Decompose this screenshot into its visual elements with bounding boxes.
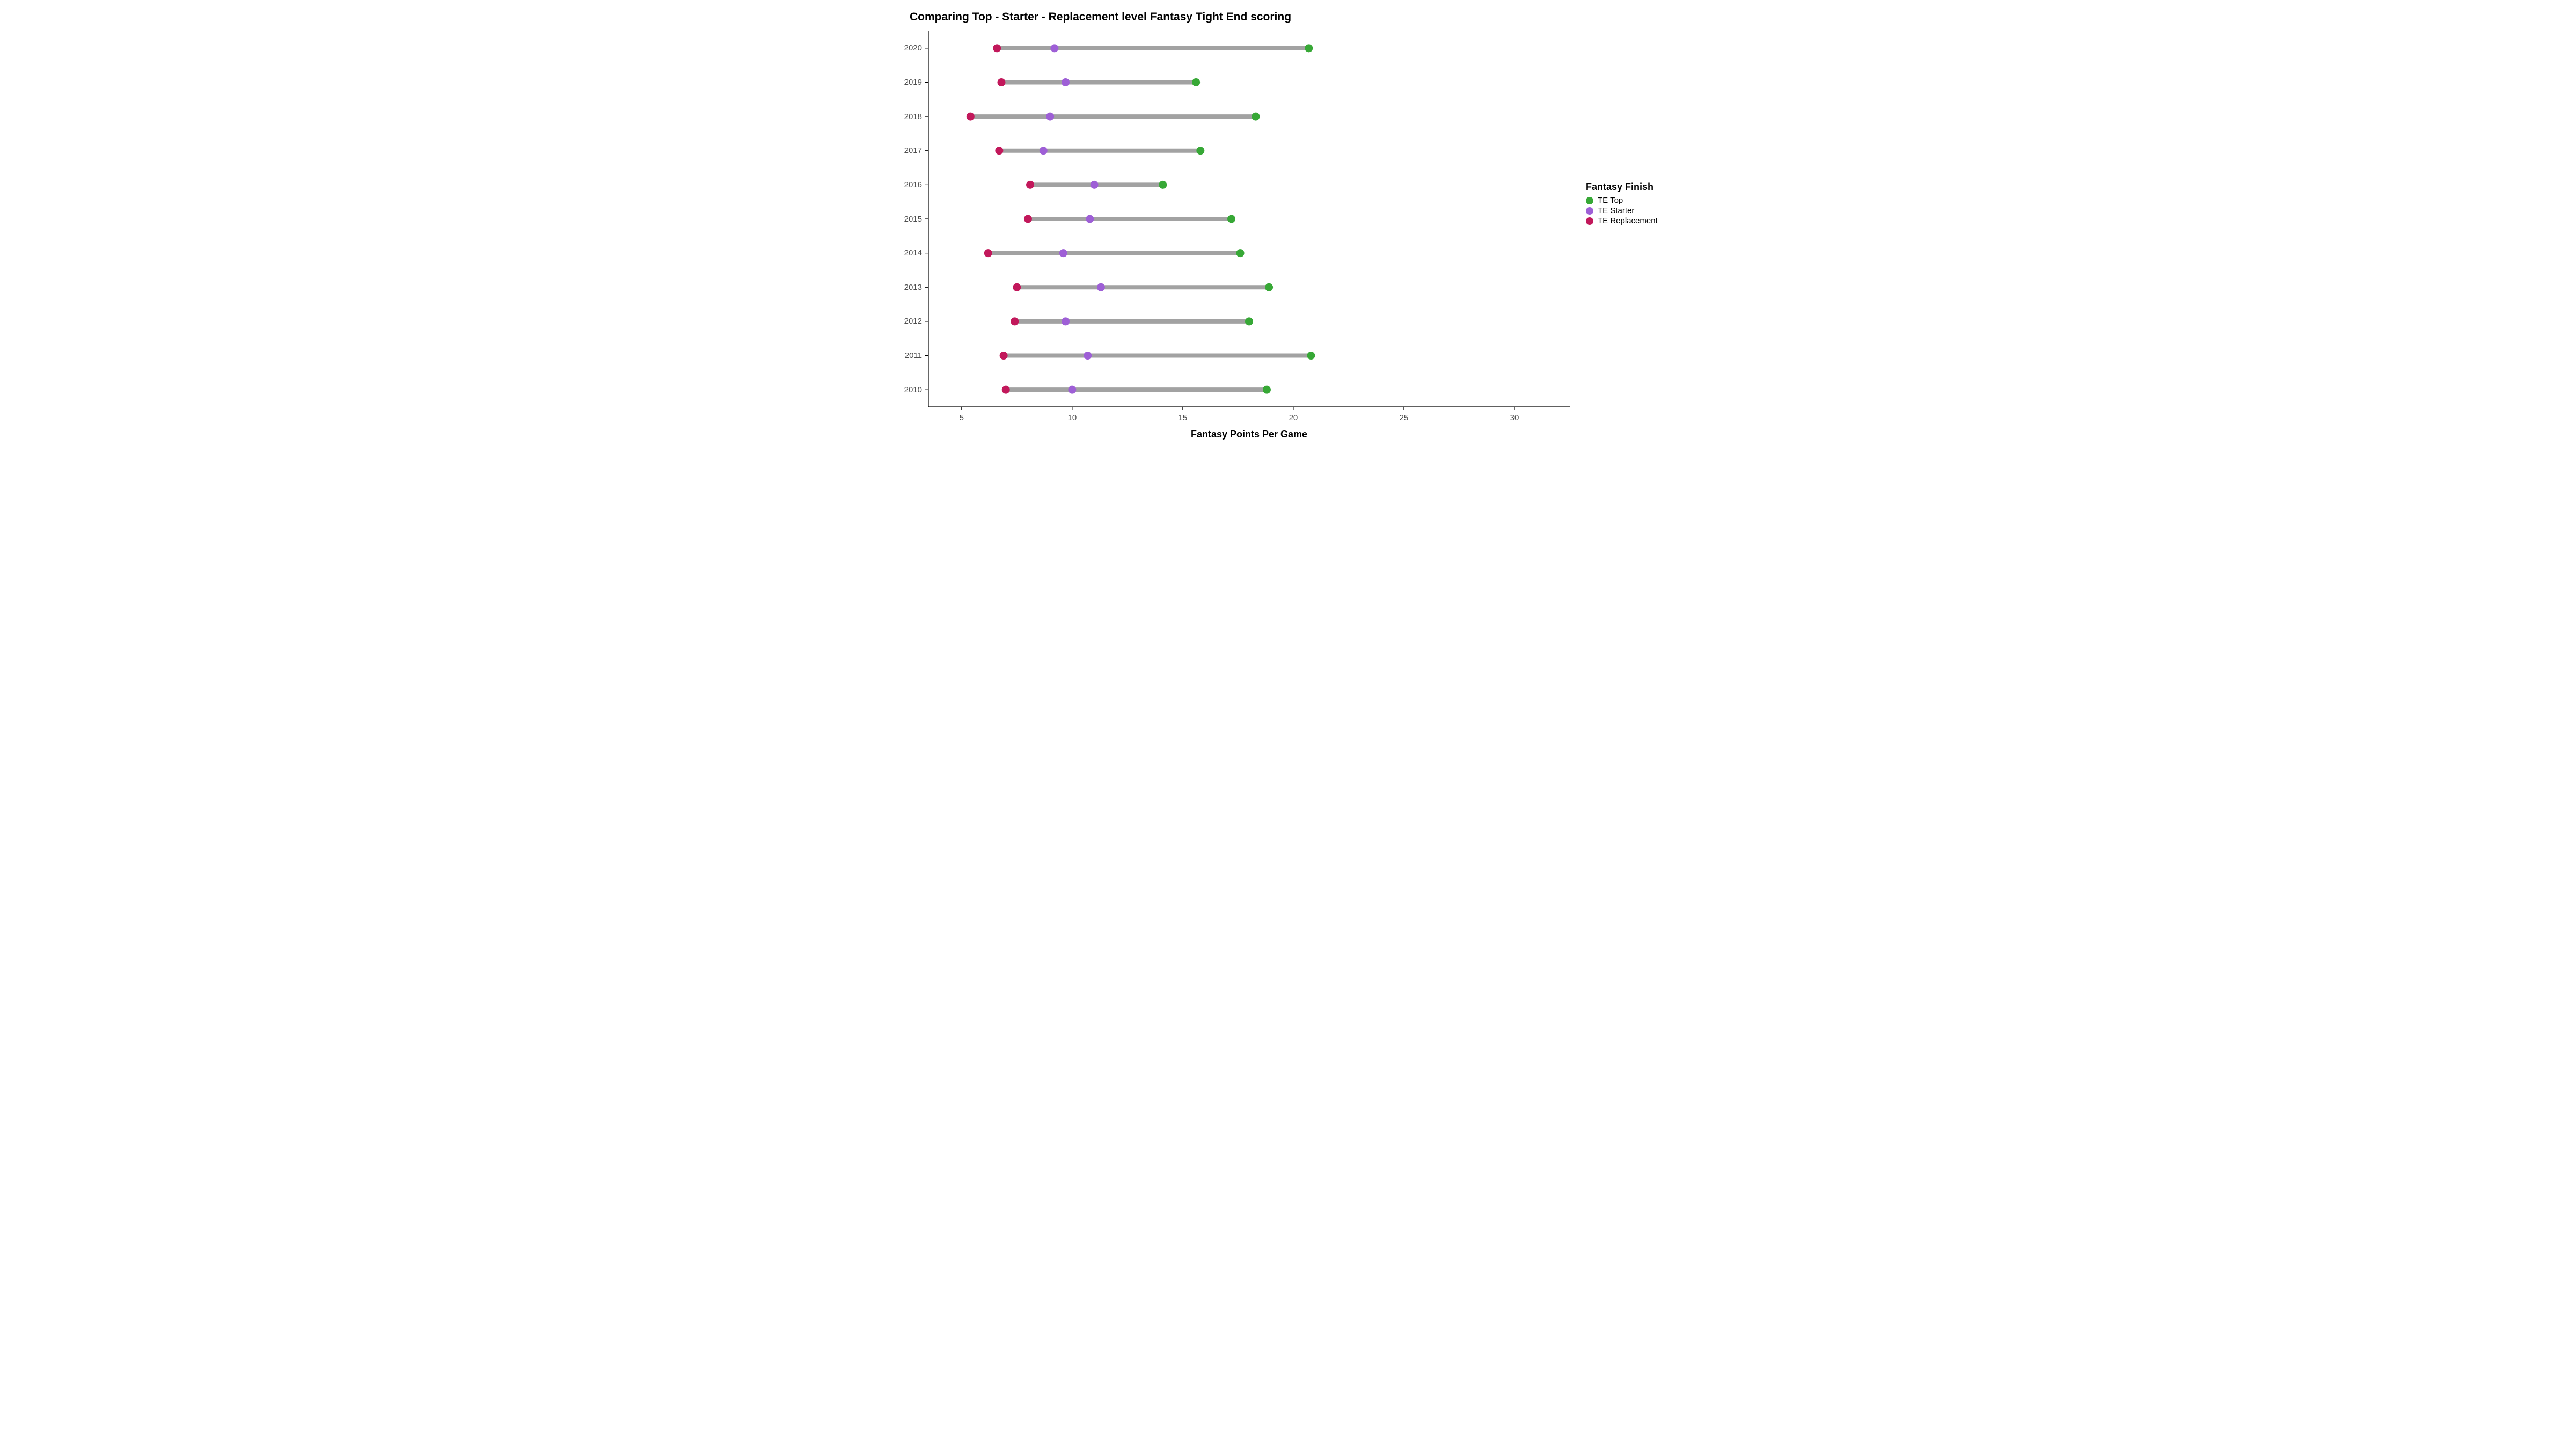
x-tick-label: 10 bbox=[1068, 413, 1077, 422]
marker-top bbox=[1263, 386, 1271, 394]
marker-top bbox=[1265, 283, 1273, 291]
y-tick-label: 2019 bbox=[891, 78, 922, 87]
legend-label: TE Top bbox=[1598, 196, 1623, 205]
legend-swatch bbox=[1586, 207, 1593, 215]
marker-top bbox=[1227, 215, 1235, 223]
x-tick-label: 15 bbox=[1179, 413, 1188, 422]
marker-replacement bbox=[1013, 283, 1021, 291]
marker-starter bbox=[1062, 78, 1070, 86]
marker-starter bbox=[1062, 317, 1070, 325]
marker-starter bbox=[1046, 113, 1054, 121]
legend-items: TE TopTE StarterTE Replacement bbox=[1586, 196, 1658, 225]
legend-swatch bbox=[1586, 217, 1593, 225]
y-tick-label: 2017 bbox=[891, 146, 922, 155]
legend-item: TE Starter bbox=[1586, 206, 1658, 215]
y-tick-label: 2013 bbox=[891, 283, 922, 292]
marker-starter bbox=[1059, 249, 1067, 257]
x-tick-label: 20 bbox=[1289, 413, 1298, 422]
legend: Fantasy Finish TE TopTE StarterTE Replac… bbox=[1586, 181, 1658, 226]
legend-swatch bbox=[1586, 197, 1593, 204]
marker-top bbox=[1192, 78, 1200, 86]
marker-replacement bbox=[995, 147, 1003, 155]
y-tick-label: 2012 bbox=[891, 317, 922, 326]
y-tick-label: 2014 bbox=[891, 248, 922, 258]
legend-item: TE Replacement bbox=[1586, 216, 1658, 225]
marker-starter bbox=[1040, 147, 1048, 155]
marker-top bbox=[1252, 113, 1260, 121]
y-tick-label: 2020 bbox=[891, 43, 922, 53]
marker-top bbox=[1245, 317, 1253, 325]
plot-area: Fantasy Points Per Game 2010201120122013… bbox=[891, 26, 1575, 444]
marker-replacement bbox=[984, 249, 992, 257]
marker-top bbox=[1159, 181, 1167, 189]
marker-starter bbox=[1097, 283, 1105, 291]
chart-title: Comparing Top - Starter - Replacement le… bbox=[910, 11, 1685, 24]
y-tick-label: 2011 bbox=[891, 351, 922, 360]
marker-replacement bbox=[993, 44, 1001, 52]
y-tick-label: 2010 bbox=[891, 385, 922, 394]
marker-replacement bbox=[1002, 386, 1010, 394]
marker-starter bbox=[1068, 386, 1076, 394]
x-tick-label: 30 bbox=[1510, 413, 1519, 422]
chart-svg bbox=[891, 26, 1575, 444]
marker-top bbox=[1305, 44, 1313, 52]
marker-starter bbox=[1091, 181, 1099, 189]
marker-starter bbox=[1086, 215, 1094, 223]
legend-label: TE Starter bbox=[1598, 206, 1634, 215]
x-axis-title: Fantasy Points Per Game bbox=[1191, 429, 1307, 440]
marker-replacement bbox=[967, 113, 975, 121]
marker-top bbox=[1236, 249, 1245, 257]
marker-starter bbox=[1084, 352, 1092, 360]
marker-replacement bbox=[1000, 352, 1008, 360]
x-tick-label: 5 bbox=[960, 413, 964, 422]
marker-top bbox=[1196, 147, 1204, 155]
x-tick-label: 25 bbox=[1400, 413, 1409, 422]
marker-starter bbox=[1050, 44, 1058, 52]
marker-replacement bbox=[1024, 215, 1032, 223]
legend-title: Fantasy Finish bbox=[1586, 181, 1658, 193]
legend-item: TE Top bbox=[1586, 196, 1658, 205]
marker-top bbox=[1307, 352, 1315, 360]
legend-label: TE Replacement bbox=[1598, 216, 1658, 225]
marker-replacement bbox=[1026, 181, 1034, 189]
marker-replacement bbox=[1011, 317, 1019, 325]
y-tick-label: 2018 bbox=[891, 112, 922, 121]
y-tick-label: 2015 bbox=[891, 215, 922, 224]
y-tick-label: 2016 bbox=[891, 180, 922, 189]
marker-replacement bbox=[997, 78, 1005, 86]
